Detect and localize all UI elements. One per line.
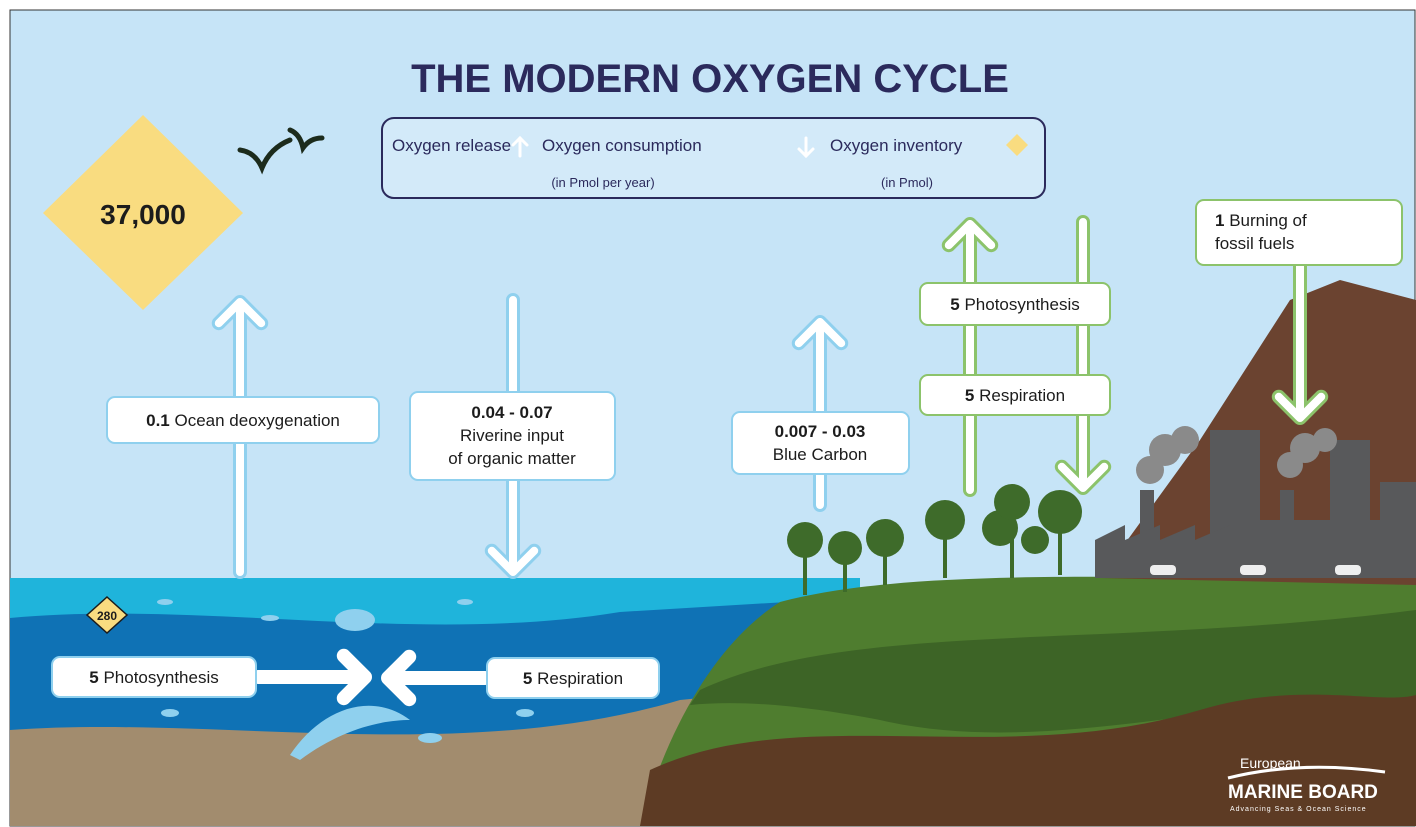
flow-value: 1 (1215, 211, 1224, 230)
legend-diamond (1006, 134, 1028, 156)
ocean-diamond (85, 595, 129, 635)
legend-release: Oxygen release (392, 136, 511, 155)
flow-value: 5 (89, 668, 98, 687)
flow-value: 5 (523, 669, 532, 688)
legend-inventory-unit: (in Pmol) (881, 175, 933, 190)
logo-line1: European (1240, 755, 1301, 771)
arrow (1057, 218, 1109, 492)
flow-text: Photosynthesis (964, 295, 1079, 314)
logo-line2: MARINE BOARD (1228, 782, 1378, 803)
flow-box (919, 374, 1111, 416)
flow-box (486, 657, 660, 699)
arrow (254, 651, 369, 703)
legend-box (381, 117, 1046, 199)
legend-consumption: Oxygen consumption (542, 136, 702, 155)
seabed (10, 690, 780, 826)
flow-label: 5 Respiration (523, 669, 623, 688)
ocean-inventory: 280 (97, 609, 117, 623)
flow-text: Ocean deoxygenation (174, 411, 339, 430)
trees (787, 484, 1082, 595)
atmosphere-diamond (43, 115, 243, 310)
flow-value: 5 (950, 295, 959, 314)
flow-value: 5 (965, 386, 974, 405)
flow-label: 1 Burning of (1215, 211, 1307, 230)
arrow (384, 652, 489, 704)
flow-label: 0.1 Ocean deoxygenation (146, 411, 340, 430)
arrow (1274, 261, 1326, 422)
flow-text: Respiration (979, 386, 1065, 405)
flow-text: Burning of (1229, 211, 1307, 230)
cars (1150, 565, 1361, 575)
logo-swoosh (1227, 765, 1386, 780)
flow-box (1195, 199, 1403, 266)
legend-icons (511, 135, 815, 159)
flow-text: Blue Carbon (773, 445, 868, 464)
arrow (944, 220, 996, 494)
flow-value: 0.04 - 0.07 (471, 403, 552, 422)
flow-box (409, 391, 616, 481)
flow-value: 0.1 (146, 411, 170, 430)
flow-text: fossil fuels (1215, 234, 1294, 253)
flow-text: Riverine input (460, 426, 564, 445)
flow-box (919, 282, 1111, 326)
soil (640, 694, 1416, 826)
smoke (1136, 426, 1337, 484)
legend-inventory: Oxygen inventory (830, 136, 963, 155)
flow-text: Photosynthesis (103, 668, 218, 687)
flow-box (51, 656, 257, 698)
atmosphere-inventory: 37,000 (100, 199, 186, 230)
flow-box (731, 411, 910, 475)
flow-text: Respiration (537, 669, 623, 688)
flow-value: 0.007 - 0.03 (775, 422, 866, 441)
logo-tagline: Advancing Seas & Ocean Science (1230, 806, 1367, 813)
birds (237, 127, 325, 175)
sea-life (157, 599, 534, 760)
flow-label: 5 Photosynthesis (89, 668, 219, 687)
legend-flux-unit: (in Pmol per year) (551, 175, 654, 190)
flow-box (106, 396, 380, 444)
flow-label: 5 Respiration (965, 386, 1065, 405)
title: THE MODERN OXYGEN CYCLE (411, 57, 1009, 101)
flow-label: 5 Photosynthesis (950, 295, 1080, 314)
flow-text: of organic matter (448, 449, 576, 468)
